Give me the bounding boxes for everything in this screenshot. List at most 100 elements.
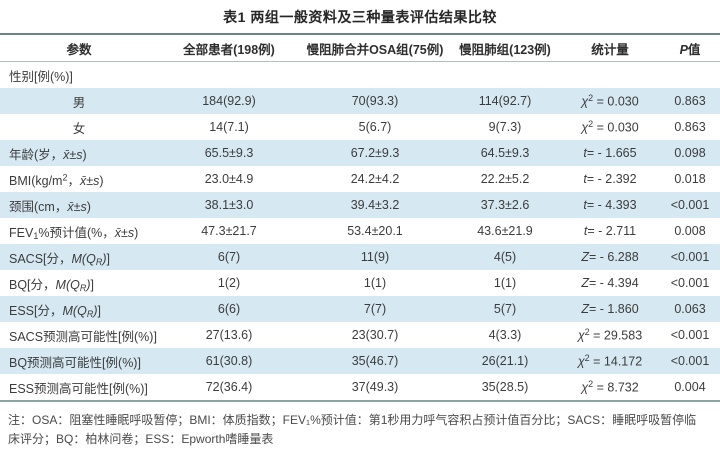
cell-value — [300, 62, 450, 89]
text-segment: x̄±s — [80, 173, 100, 188]
text-segment: R — [95, 256, 103, 267]
text-segment: 2 — [588, 379, 594, 390]
text-segment: = - 1.860 — [588, 302, 639, 316]
table-row: FEV1%预计值(%，x̄±s) 47.3±21.7 53.4±20.1 43.6±2… — [0, 218, 720, 244]
cell-value: 37(49.3) — [300, 374, 450, 401]
text-segment: 72(36.4) — [205, 380, 253, 394]
cell-value: 37.3±2.6 — [450, 192, 560, 218]
text-segment: = 8.732 — [593, 380, 639, 395]
text-segment: 6(7) — [217, 250, 241, 264]
text-segment: 43.6±21.9 — [477, 224, 533, 238]
cell-value: 11(9) — [300, 244, 450, 270]
text-segment: ) — [86, 277, 91, 292]
text-segment: 27(13.6) — [205, 328, 253, 342]
text-segment: M(Q — [55, 277, 80, 292]
table-row: BQ[分，M(QR)] 1(2) 1(1) 1(1) Z= - 4.394 <0.001 — [0, 270, 720, 296]
table-header: 参数 全部患者(198例) 慢阻肺合并OSA组(75例) 慢阻肺组(123例) 统计量 P… — [0, 34, 720, 62]
cell-pvalue — [660, 62, 720, 89]
text-segment: 37(49.3) — [351, 380, 399, 394]
text-segment: χ — [577, 328, 585, 343]
text-segment: 114(92.7) — [478, 94, 532, 108]
cell-statistic: χ2 = 14.172 — [560, 348, 660, 374]
table-figure: 表1 两组一般资料及三种量表评估结果比较 参数 全部患者(198例) 慢阻肺合并OS… — [0, 9, 720, 447]
text-segment: FEV — [9, 225, 34, 240]
text-segment: ] — [97, 303, 101, 318]
text-segment: 26(21.1) — [481, 354, 529, 368]
text-segment: BMI(kg/m — [9, 173, 63, 188]
row-parameter: 颈围(cm，x̄±s) — [0, 192, 158, 218]
text-segment: 0.004 — [674, 380, 706, 394]
text-segment: Z — [581, 302, 589, 316]
column-header-1: 全部患者(198例) — [158, 34, 300, 62]
text-segment: = 14.172 — [589, 354, 643, 369]
cell-value: 5(6.7) — [300, 114, 450, 140]
text-segment: 1 — [33, 230, 39, 241]
text-segment: 2 — [588, 93, 594, 104]
text-segment: M(Q — [71, 251, 96, 266]
text-segment: 11(9) — [360, 250, 390, 264]
text-segment: ) — [82, 147, 87, 162]
cell-statistic: χ2 = 29.583 — [560, 322, 660, 348]
text-segment: 37.3±2.6 — [480, 198, 530, 212]
table-row: ESS预测高可能性[例(%)] 72(36.4) 37(49.3) 35(28.5) χ… — [0, 374, 720, 401]
text-segment: <0.001 — [670, 276, 710, 290]
row-parameter: SACS[分，M(QR)] — [0, 244, 158, 270]
text-segment: 184(92.9) — [202, 94, 256, 108]
text-segment: x̄±s — [63, 147, 83, 162]
text-segment: R — [86, 308, 94, 319]
text-segment: SACS[分， — [9, 251, 72, 266]
text-segment: 53.4±20.1 — [347, 224, 403, 238]
text-segment: 14(7.1) — [209, 120, 249, 134]
cell-value: 26(21.1) — [450, 348, 560, 374]
cell-pvalue: <0.001 — [660, 244, 720, 270]
text-segment: Z — [581, 250, 589, 264]
text-segment: = - 6.288 — [588, 250, 639, 264]
cell-value: 9(7.3) — [450, 114, 560, 140]
row-parameter: 女 — [0, 114, 158, 140]
row-parameter: 年龄(岁，x̄±s) — [0, 140, 158, 166]
text-segment: ) — [102, 251, 107, 266]
text-segment: 0.098 — [674, 146, 706, 160]
table-row: SACS[分，M(QR)] 6(7) 11(9) 4(5) Z= - 6.288 <0.0… — [0, 244, 720, 270]
text-segment: χ — [581, 380, 589, 395]
text-segment: 9(7.3) — [488, 120, 522, 134]
text-segment: 24.2±4.2 — [350, 172, 400, 186]
cell-statistic: χ2 = 8.732 — [560, 374, 660, 401]
text-segment: SACS预测高可能性[例(%)] — [9, 329, 157, 344]
text-segment: 0.008 — [674, 224, 706, 238]
text-segment: 61(30.8) — [205, 354, 253, 368]
table-row: ESS[分，M(QR)] 6(6) 7(7) 5(7) Z= - 1.860 0.063 — [0, 296, 720, 322]
row-parameter: 男 — [0, 88, 158, 114]
cell-value: 23.0±4.9 — [158, 166, 300, 192]
text-segment: = 29.583 — [589, 328, 643, 343]
column-header-0: 参数 — [0, 34, 158, 62]
table-row: 年龄(岁，x̄±s) 65.5±9.3 67.2±9.3 64.5±9.3 t= - 1… — [0, 140, 720, 166]
text-segment: 5(7) — [493, 302, 517, 316]
text-segment: ) — [86, 199, 91, 214]
cell-value: 72(36.4) — [158, 374, 300, 401]
cell-pvalue: <0.001 — [660, 192, 720, 218]
text-segment: 男 — [72, 95, 86, 110]
cell-statistic: t= - 2.392 — [560, 166, 660, 192]
column-header-4: 统计量 — [560, 34, 660, 62]
text-segment: 2 — [584, 327, 590, 338]
table-row: SACS预测高可能性[例(%)] 27(13.6) 23(30.7) 4(3.3) χ2… — [0, 322, 720, 348]
cell-pvalue: 0.018 — [660, 166, 720, 192]
cell-value: 24.2±4.2 — [300, 166, 450, 192]
cell-pvalue: 0.098 — [660, 140, 720, 166]
text-segment: 颈围(cm， — [9, 199, 68, 214]
cell-statistic: t= - 2.711 — [560, 218, 660, 244]
text-segment: BQ预测高可能性[例(%)] — [9, 355, 141, 370]
table-footnote: 注：OSA：阻塞性睡眠呼吸暂停；BMI：体质指数；FEV₁%预计值：第1秒用力呼… — [8, 413, 697, 447]
text-segment: 0.863 — [674, 94, 706, 108]
cell-value: 22.2±5.2 — [450, 166, 560, 192]
text-segment: 1(1) — [363, 276, 387, 290]
text-segment: ESS[分， — [9, 303, 63, 318]
text-segment: χ — [581, 94, 589, 109]
table-row: 男 184(92.9) 70(93.3) 114(92.7) χ2 = 0.030 0.8… — [0, 88, 720, 114]
text-segment: Z — [581, 276, 589, 290]
text-segment: 慢阻肺组(123例) — [459, 42, 551, 57]
text-segment: 0.863 — [674, 120, 706, 134]
column-header-5: P值 — [660, 34, 720, 62]
cell-pvalue: 0.008 — [660, 218, 720, 244]
